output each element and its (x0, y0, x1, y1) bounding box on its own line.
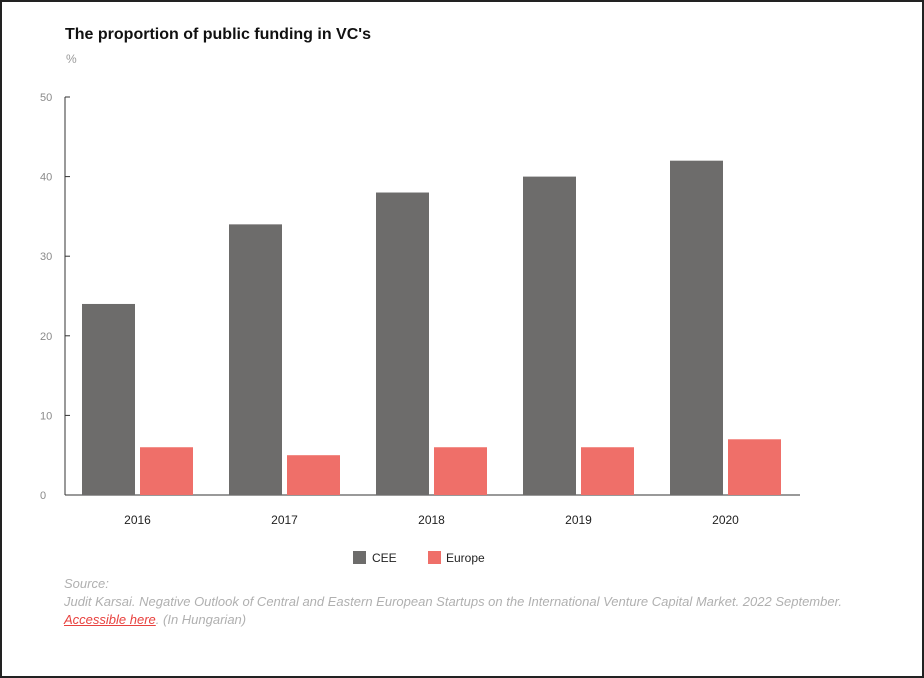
x-tick-label: 2017 (271, 513, 298, 527)
bar-cee-2016 (82, 303, 135, 495)
source-text: Judit Karsai. Negative Outlook of Centra… (64, 594, 843, 609)
bar-europe-2020 (728, 439, 781, 495)
legend-label-europe: Europe (446, 551, 485, 565)
chart-title: The proportion of public funding in VC's (65, 26, 371, 43)
source-language-note: . (In Hungarian) (155, 612, 247, 627)
bar-europe-2019 (581, 447, 634, 495)
x-tick-label: 2016 (124, 513, 151, 527)
bar-cee-2017 (229, 224, 282, 496)
source-note: Source: Judit Karsai. Negative Outlook o… (64, 575, 864, 629)
y-tick-label: 20 (40, 331, 52, 343)
bar-europe-2016 (140, 447, 193, 495)
x-tick-label: 2018 (418, 513, 445, 527)
y-tick-label: 40 (40, 172, 52, 184)
x-tick-label: 2019 (565, 513, 592, 527)
bar-europe-2018 (434, 447, 487, 495)
bar-cee-2018 (376, 192, 429, 495)
x-tick-label: 2020 (712, 513, 739, 527)
accessible-here-link[interactable]: Accessible here (64, 612, 156, 627)
source-label: Source: (64, 576, 109, 591)
bar-cee-2020 (670, 160, 723, 495)
legend-label-cee: CEE (372, 551, 397, 565)
y-axis-unit-label: % (66, 52, 77, 66)
legend-swatch-cee (353, 551, 366, 564)
y-tick-label: 10 (40, 410, 52, 422)
y-tick-label: 0 (40, 490, 46, 502)
bar-europe-2017 (287, 455, 340, 495)
y-tick-label: 50 (40, 92, 52, 104)
legend-swatch-europe (428, 551, 441, 564)
bar-cee-2019 (523, 176, 576, 495)
y-tick-label: 30 (40, 251, 52, 263)
